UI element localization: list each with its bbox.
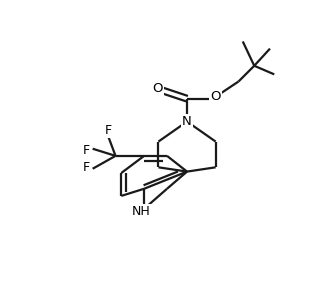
Text: O: O <box>153 82 163 95</box>
Text: F: F <box>83 161 90 174</box>
Text: N: N <box>182 115 192 128</box>
Text: O: O <box>210 90 221 103</box>
Text: NH: NH <box>132 205 151 218</box>
Text: F: F <box>83 144 90 157</box>
Text: F: F <box>105 124 112 137</box>
